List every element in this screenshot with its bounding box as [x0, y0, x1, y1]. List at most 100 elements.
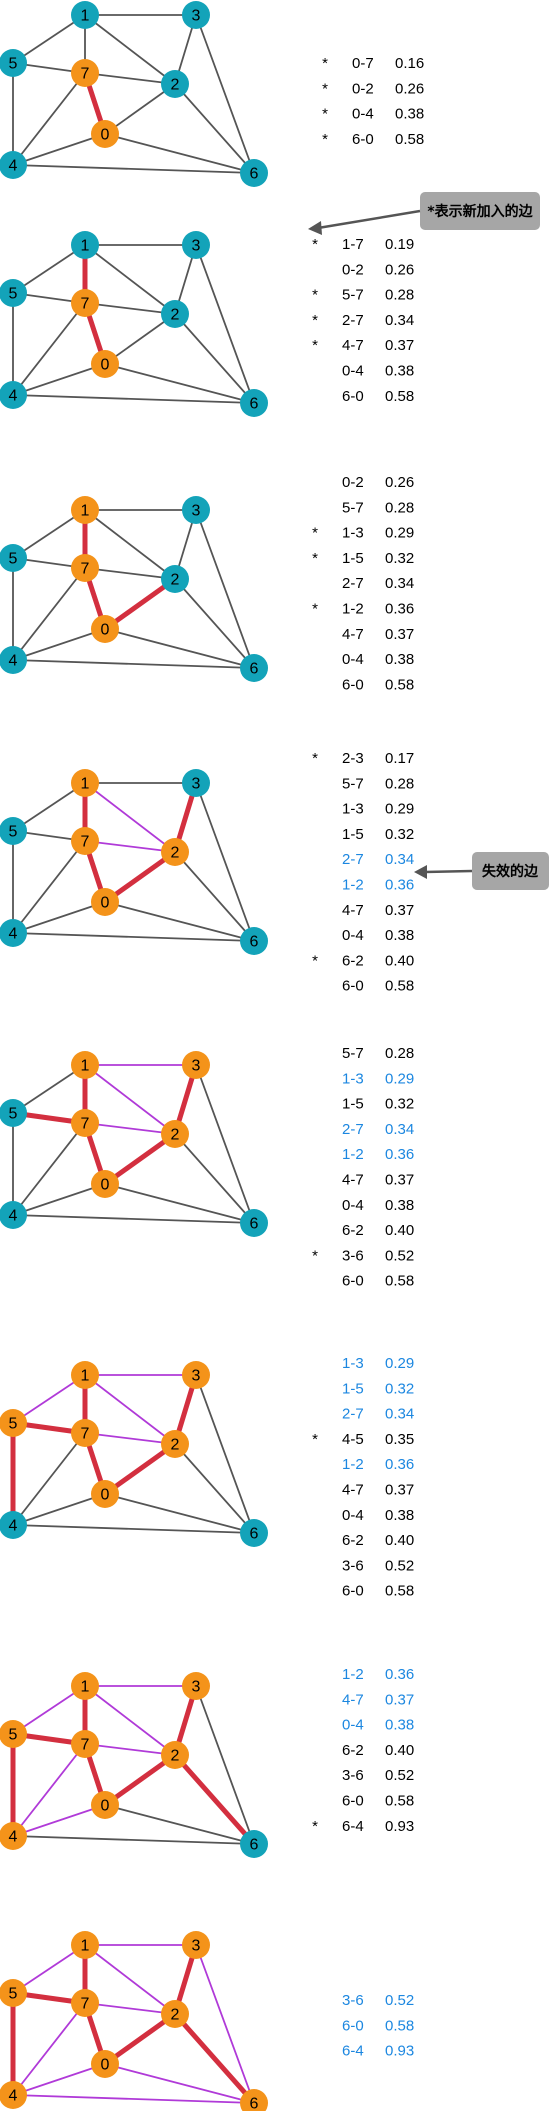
node-6 [240, 1830, 268, 1858]
new-edge-mark: * [312, 525, 318, 542]
edge-weight: 0.29 [385, 1355, 414, 1372]
edge-row: 3-6 0.52 [342, 1557, 414, 1574]
step-8: 0 1 2 3 4 5 6 7 3-6 0.52 6-0 0.58 6-4 0.93 [0, 1931, 414, 2111]
node-label-0: 0 [101, 895, 110, 912]
edge-weight: 0.58 [395, 131, 424, 148]
node-2 [161, 1430, 189, 1458]
edge-row: * 1-2 0.36 [312, 601, 414, 618]
edge-row: 4-7 0.37 [342, 1691, 414, 1708]
node-label-5: 5 [9, 1727, 18, 1744]
edge-weight: 0.38 [395, 106, 424, 123]
new-edge-mark: * [312, 337, 318, 354]
edge-0-6 [104, 133, 255, 174]
edge-row: 1-2 0.36 [342, 1666, 414, 1683]
step-6: 0 1 2 3 4 5 6 7 1-3 0.29 1-5 0.32 2-7 0.34 * 4-5 0.35 1-2… [0, 1355, 414, 1600]
new-edge-mark: * [312, 750, 318, 767]
edge-name: 6-2 [342, 1222, 364, 1239]
edge-row: 1-2 0.36 [342, 877, 414, 894]
invalid-edge-1-2 [84, 782, 176, 853]
edge-name: 4-7 [342, 902, 364, 919]
edge-name: 6-0 [352, 131, 374, 148]
edge-weight: 0.37 [385, 1691, 414, 1708]
edge-0-4 [12, 363, 106, 396]
edge-row: * 1-7 0.19 [312, 236, 414, 253]
edge-name: 1-5 [342, 826, 364, 843]
edge-name: 6-0 [342, 1583, 364, 1600]
edge-weight: 0.58 [385, 2017, 414, 2034]
edge-weight: 0.26 [395, 80, 424, 97]
mst-edge-2-0 [102, 1131, 178, 1187]
invalid-edge-0-4 [12, 2063, 106, 2096]
invalid-edge-1-5 [12, 1374, 86, 1424]
node-4 [0, 1822, 27, 1850]
edge-row: 1-3 0.29 [342, 1355, 414, 1372]
edge-0-4 [12, 628, 106, 661]
new-edge-mark: * [312, 236, 318, 253]
edge-weight: 0.40 [385, 952, 414, 969]
edge-3-6 [195, 14, 255, 174]
edge-row: 5-7 0.28 [342, 775, 414, 792]
edge-2-6 [174, 851, 255, 942]
invalid-edge-7-2 [84, 840, 176, 853]
node-5 [0, 817, 27, 845]
node-label-7: 7 [81, 1737, 90, 1754]
edge-3-6 [195, 1374, 255, 1534]
edge-7-4 [12, 1432, 86, 1526]
edge-weight: 0.34 [385, 1121, 414, 1138]
edge-1-5 [12, 509, 86, 559]
edge-4-6 [12, 932, 255, 942]
edge-weight: 0.35 [385, 1431, 414, 1448]
node-label-7: 7 [81, 1116, 90, 1133]
edge-2-6 [174, 83, 255, 174]
node-label-7: 7 [81, 834, 90, 851]
edge-2-0 [104, 313, 176, 365]
node-label-5: 5 [9, 824, 18, 841]
edge-weight: 0.38 [385, 1197, 414, 1214]
edge-name: 0-4 [352, 106, 374, 123]
edge-weight: 0.36 [385, 601, 414, 618]
callout-invalid-edge-label: 失效的边 [482, 863, 539, 880]
node-0 [91, 120, 119, 148]
node-2 [161, 1741, 189, 1769]
edge-row: * 1-5 0.32 [312, 550, 414, 567]
node-6 [240, 1209, 268, 1237]
edge-name: 2-7 [342, 1121, 364, 1138]
edge-weight: 0.36 [385, 877, 414, 894]
edge-row: 3-6 0.52 [342, 1767, 414, 1784]
edge-row: 3-6 0.52 [342, 1992, 414, 2009]
edge-weight: 0.58 [385, 1273, 414, 1290]
edge-7-2 [84, 302, 176, 315]
node-label-1: 1 [81, 1058, 90, 1075]
node-label-7: 7 [81, 66, 90, 83]
callout-new-edge: *表示新加入的边 [308, 192, 540, 235]
edge-row: 0-4 0.38 [342, 1197, 414, 1214]
node-2 [161, 2000, 189, 2028]
edge-row: 0-4 0.38 [342, 927, 414, 944]
new-edge-mark: * [312, 312, 318, 329]
node-label-0: 0 [101, 1798, 110, 1815]
node-0 [91, 1170, 119, 1198]
edge-row: * 6-2 0.40 [312, 952, 414, 969]
edge-weight: 0.34 [385, 1406, 414, 1423]
invalid-edge-1-5 [12, 1685, 86, 1735]
node-0 [91, 1480, 119, 1508]
callout-invalid-edge-arrow [424, 869, 473, 874]
edge-weight: 0.38 [385, 927, 414, 944]
edge-4-6 [12, 1214, 255, 1224]
edge-1-2 [84, 14, 176, 85]
invalid-edge-7-2 [84, 1432, 176, 1445]
node-0 [91, 615, 119, 643]
node-4 [0, 151, 27, 179]
edge-name: 1-2 [342, 1456, 364, 1473]
node-6 [240, 927, 268, 955]
edge-row: 6-0 0.58 [342, 388, 414, 405]
edge-row: 0-2 0.26 [342, 474, 414, 491]
node-label-6: 6 [250, 2096, 259, 2111]
node-label-0: 0 [101, 1177, 110, 1194]
node-1 [71, 1672, 99, 1700]
node-label-0: 0 [101, 127, 110, 144]
edge-weight: 0.58 [385, 676, 414, 693]
edge-weight: 0.40 [385, 1222, 414, 1239]
node-label-6: 6 [250, 1216, 259, 1233]
edge-name: 2-7 [342, 312, 364, 329]
